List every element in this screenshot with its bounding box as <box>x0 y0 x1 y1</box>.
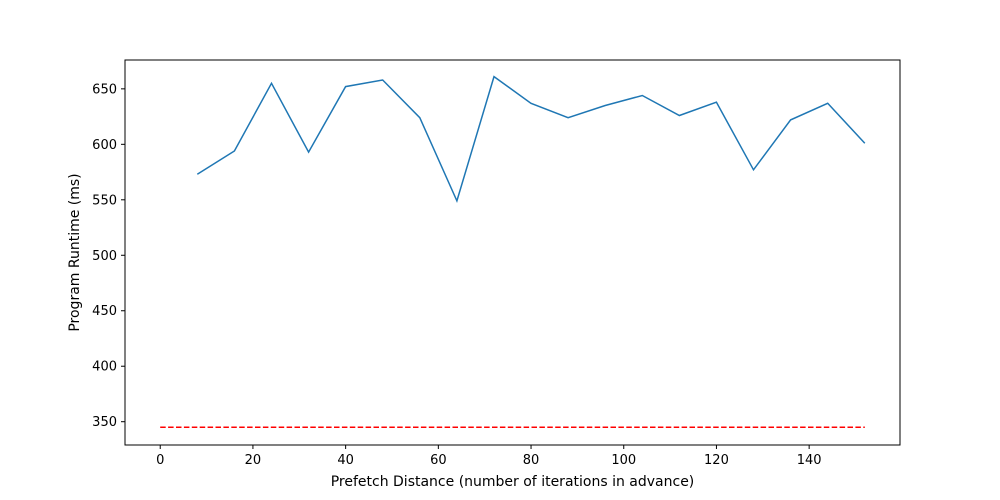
y-tick-label: 550 <box>92 193 117 208</box>
x-axis-label: Prefetch Distance (number of iterations … <box>331 474 695 490</box>
y-tick-label: 450 <box>92 304 117 319</box>
y-tick-label: 500 <box>92 249 117 264</box>
runtime-series-line <box>196 75 866 204</box>
y-tick-label: 600 <box>92 138 117 153</box>
x-tick-label: 20 <box>245 453 262 468</box>
series-group <box>160 75 866 428</box>
x-axis: 0 20 40 60 80 100 120 140 <box>156 445 822 468</box>
x-tick-label: 140 <box>797 453 822 468</box>
x-tick-label: 40 <box>337 453 354 468</box>
x-tick-label: 120 <box>704 453 729 468</box>
x-tick-label: 0 <box>156 453 164 468</box>
plot-area <box>124 59 901 446</box>
y-axis: 350 400 450 500 550 600 650 <box>92 82 125 430</box>
x-tick-label: 60 <box>430 453 447 468</box>
x-tick-label: 80 <box>523 453 540 468</box>
y-tick-label: 350 <box>92 415 117 430</box>
x-tick-label: 100 <box>611 453 636 468</box>
y-axis-label: Program Runtime (ms) <box>67 173 83 331</box>
y-tick-label: 400 <box>92 360 117 375</box>
y-tick-label: 650 <box>92 82 117 97</box>
